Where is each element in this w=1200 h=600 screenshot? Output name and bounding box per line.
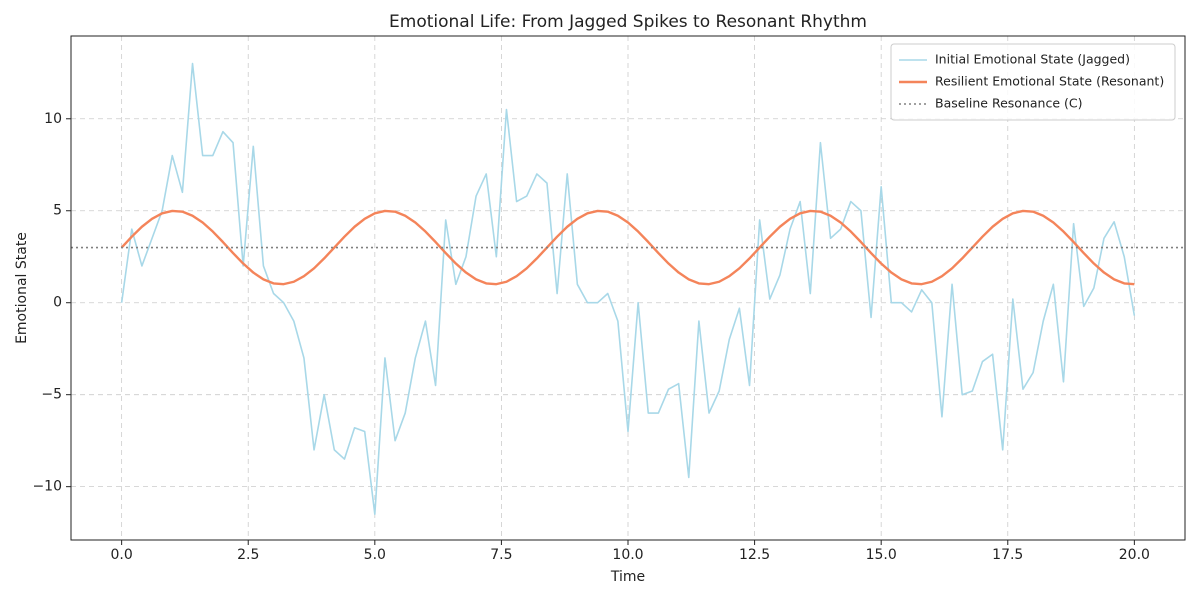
legend-label: Baseline Resonance (C) <box>935 96 1082 111</box>
y-tick-label: −10 <box>32 479 62 495</box>
chart-title: Emotional Life: From Jagged Spikes to Re… <box>389 12 867 32</box>
x-tick-label: 17.5 <box>992 547 1023 563</box>
x-axis-label: Time <box>610 569 645 585</box>
x-tick-label: 7.5 <box>490 547 512 563</box>
x-tick-label: 15.0 <box>866 547 897 563</box>
y-tick-label: 0 <box>53 295 62 311</box>
y-tick-label: 10 <box>44 111 62 127</box>
data-line <box>120 209 1135 286</box>
legend-label: Initial Emotional State (Jagged) <box>935 52 1130 67</box>
legend-box <box>890 43 1176 121</box>
x-tick-label: 20.0 <box>1119 547 1150 563</box>
data-line <box>120 62 1136 516</box>
legend-label: Resilient Emotional State (Resonant) <box>935 74 1164 89</box>
y-tick-label: −5 <box>41 387 62 403</box>
y-tick-label: 5 <box>53 203 62 219</box>
x-tick-label: 12.5 <box>739 547 770 563</box>
y-axis-label: Emotional State <box>14 232 30 344</box>
x-tick-label: 0.0 <box>111 547 133 563</box>
x-tick-label: 5.0 <box>364 547 386 563</box>
x-tick-label: 10.0 <box>612 547 643 563</box>
x-tick-label: 2.5 <box>237 547 259 563</box>
plot-frame <box>70 35 1186 541</box>
